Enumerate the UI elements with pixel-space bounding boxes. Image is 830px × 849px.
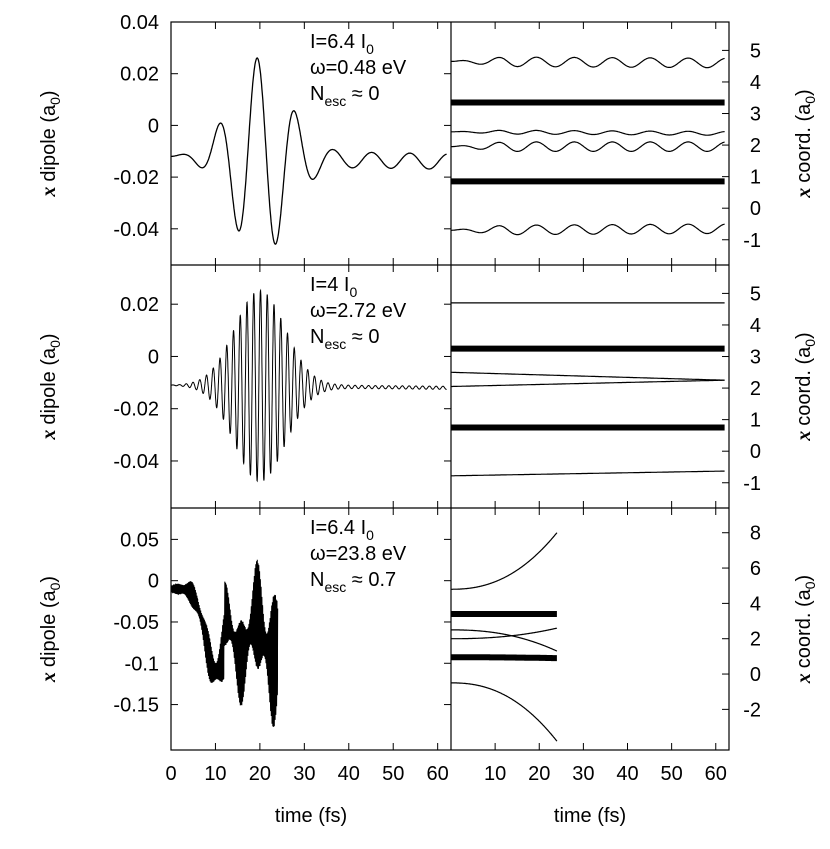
coord-series-line [451, 654, 557, 662]
x-tick-label: 50 [661, 763, 683, 785]
coord-series-line [451, 682, 558, 742]
annotation-escaped: Nesc ≈ 0.7 [310, 569, 396, 595]
x-tick-label: 20 [249, 763, 271, 785]
annotation-intensity: I=4 I0 [310, 274, 357, 300]
x-tick-label: 50 [382, 763, 404, 785]
y-tick-label: 0.02 [120, 64, 159, 86]
y-axis-label: x dipole (a0) [38, 333, 63, 440]
plot-area: 0.040.020-0.02-0.04I=6.4 I0ω=0.48 eVNesc… [113, 12, 761, 750]
coord-series-line [451, 532, 558, 590]
x-axis-title-left: time (fs) [275, 805, 347, 827]
y-tick-label: 2 [750, 135, 761, 157]
y-tick-label: 0 [148, 571, 159, 593]
y-tick-label: 0.05 [120, 529, 159, 551]
y-tick-label: 0.02 [120, 294, 159, 316]
annotation-intensity: I=6.4 I0 [310, 31, 374, 57]
y-tick-label: 2 [750, 378, 761, 400]
coord-series-line [451, 56, 725, 69]
y-tick-label: 4 [750, 315, 761, 337]
y-tick-label: 0 [148, 115, 159, 137]
x-tick-label: 60 [705, 763, 727, 785]
y-axis-label: x coord. (a0) [793, 575, 818, 684]
y-axis-label: x dipole (a0) [38, 576, 63, 683]
annotation-intensity: I=6.4 I0 [310, 517, 374, 543]
coord-series-line [451, 470, 725, 477]
coords-panel-coords_mid: 5 4 3 2 1 0 -1 [451, 265, 761, 508]
x-tick-label: 30 [293, 763, 315, 785]
dipole-series-line [171, 57, 447, 245]
y-tick-label: -1 [743, 473, 761, 495]
y-tick-label: 4 [750, 593, 761, 615]
coord-series-line [451, 223, 725, 236]
annotation-frequency: ω=2.72 eV [310, 300, 407, 322]
coord-series-line [451, 141, 725, 152]
y-tick-label: -2 [743, 699, 761, 721]
y-tick-label: 2 [750, 629, 761, 651]
x-tick-label: 10 [204, 763, 226, 785]
y-tick-label: -0.04 [113, 451, 159, 473]
y-tick-label: 0.04 [120, 12, 159, 34]
y-tick-label: 0 [148, 346, 159, 368]
y-axis-label: x dipole (a0) [38, 90, 63, 197]
coords-panel-coords_top: 5 4 3 2 1 0 -1 [451, 22, 761, 265]
x-tick-label: 10 [484, 763, 506, 785]
y-tick-label: 1 [750, 167, 761, 189]
axis-labels: x dipole (a0) x coord. (a0) x dipole (a0) x… [38, 89, 818, 827]
coord-series-line [451, 129, 725, 136]
dipole-series-line [170, 559, 279, 727]
annotation-escaped: Nesc ≈ 0 [310, 326, 379, 352]
coord-series-line [451, 371, 725, 381]
y-tick-label: -1 [743, 230, 761, 252]
x-tick-label: 40 [616, 763, 638, 785]
y-tick-label: 4 [750, 72, 761, 94]
annotation-frequency: ω=0.48 eV [310, 57, 407, 79]
y-axis-label: x coord. (a0) [793, 332, 818, 441]
y-tick-label: -0.02 [113, 167, 159, 189]
y-tick-label: 8 [750, 523, 761, 545]
coord-series-line [451, 629, 558, 652]
y-tick-label: 0 [750, 198, 761, 220]
y-tick-label: 6 [750, 558, 761, 580]
dipole-series-line [170, 288, 447, 483]
x-tick-label: 40 [338, 763, 360, 785]
y-tick-label: 5 [750, 40, 761, 62]
x-tick-label: 60 [427, 763, 449, 785]
x-tick-label: 30 [572, 763, 594, 785]
x-tick-label: 0 [165, 763, 176, 785]
y-tick-label: 5 [750, 283, 761, 305]
y-tick-label: 0 [750, 441, 761, 463]
coord-series-line [451, 627, 558, 640]
x-axis-title-right: time (fs) [554, 805, 626, 827]
y-tick-label: -0.04 [113, 219, 159, 241]
coords-panel-coords_bot: 8 6 4 2 0 -2 [451, 508, 761, 750]
y-tick-label: 0 [750, 664, 761, 686]
y-tick-label: -0.1 [125, 653, 159, 675]
annotation-frequency: ω=23.8 eV [310, 543, 407, 565]
coord-series-line [451, 379, 725, 388]
y-tick-label: -0.15 [113, 695, 159, 717]
dipole-panel-dipole_top: 0.04 0.02 0 -0.02 -0.04 I=6.4 I0ω=0.48 eV Nesc… [113, 12, 451, 265]
dipole-panel-dipole_bot: 0.05 0 -0.05 -0.1 -0.15 I=6.4 I0ω=23.8 eV Nesc… [113, 508, 451, 750]
y-tick-label: -0.02 [113, 399, 159, 421]
y-tick-label: 1 [750, 410, 761, 432]
x-tick-label: 20 [528, 763, 550, 785]
annotation-escaped: Nesc ≈ 0 [310, 83, 379, 109]
y-tick-label: 3 [750, 104, 761, 126]
dipole-panel-dipole_mid: 0.02 0 -0.02 -0.04 I=4 I0ω=2.72 eV Nesc ≈ 0 [113, 265, 451, 508]
y-axis-label: x coord. (a0) [793, 89, 818, 198]
y-tick-label: -0.05 [113, 612, 159, 634]
y-tick-label: 3 [750, 347, 761, 369]
